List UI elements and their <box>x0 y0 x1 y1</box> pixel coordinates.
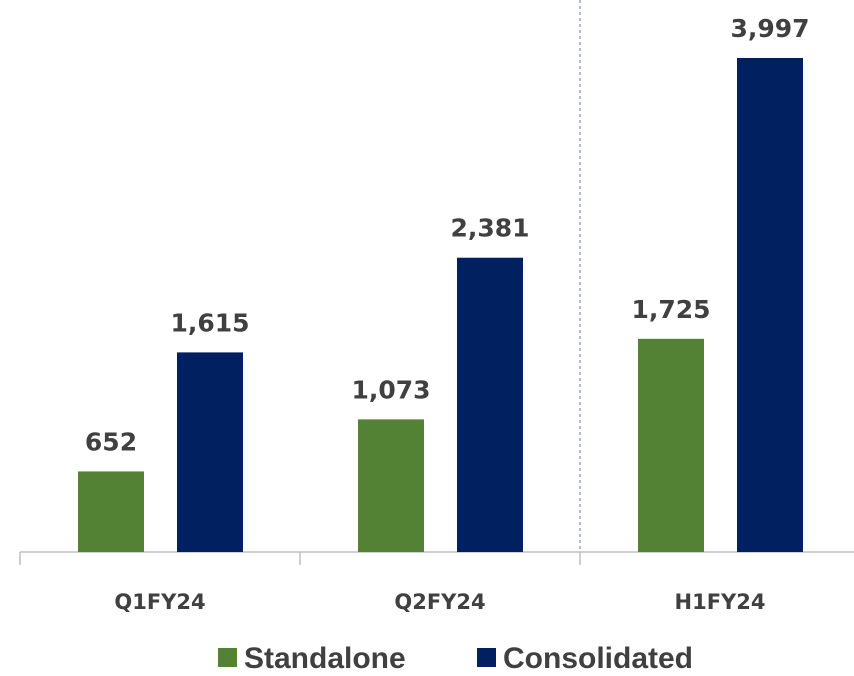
data-label: 1,073 <box>351 375 430 404</box>
legend-swatch <box>218 648 237 667</box>
data-label: 2,381 <box>450 214 529 243</box>
bar <box>177 352 243 552</box>
data-label: 1,725 <box>631 295 710 324</box>
legend-swatch <box>477 648 496 667</box>
bar <box>78 471 144 552</box>
data-label: 652 <box>85 427 137 456</box>
bar <box>457 257 523 552</box>
data-label: 3,997 <box>730 14 809 43</box>
bar <box>358 419 424 552</box>
legend-label: Consolidated <box>503 642 693 675</box>
x-tick-label: H1FY24 <box>675 590 766 614</box>
x-tick-label: Q1FY24 <box>114 590 205 614</box>
bar <box>638 338 704 552</box>
bar <box>737 58 803 552</box>
x-tick-label: Q2FY24 <box>394 590 485 614</box>
legend-label: Standalone <box>244 642 406 675</box>
data-label: 1,615 <box>170 308 249 337</box>
